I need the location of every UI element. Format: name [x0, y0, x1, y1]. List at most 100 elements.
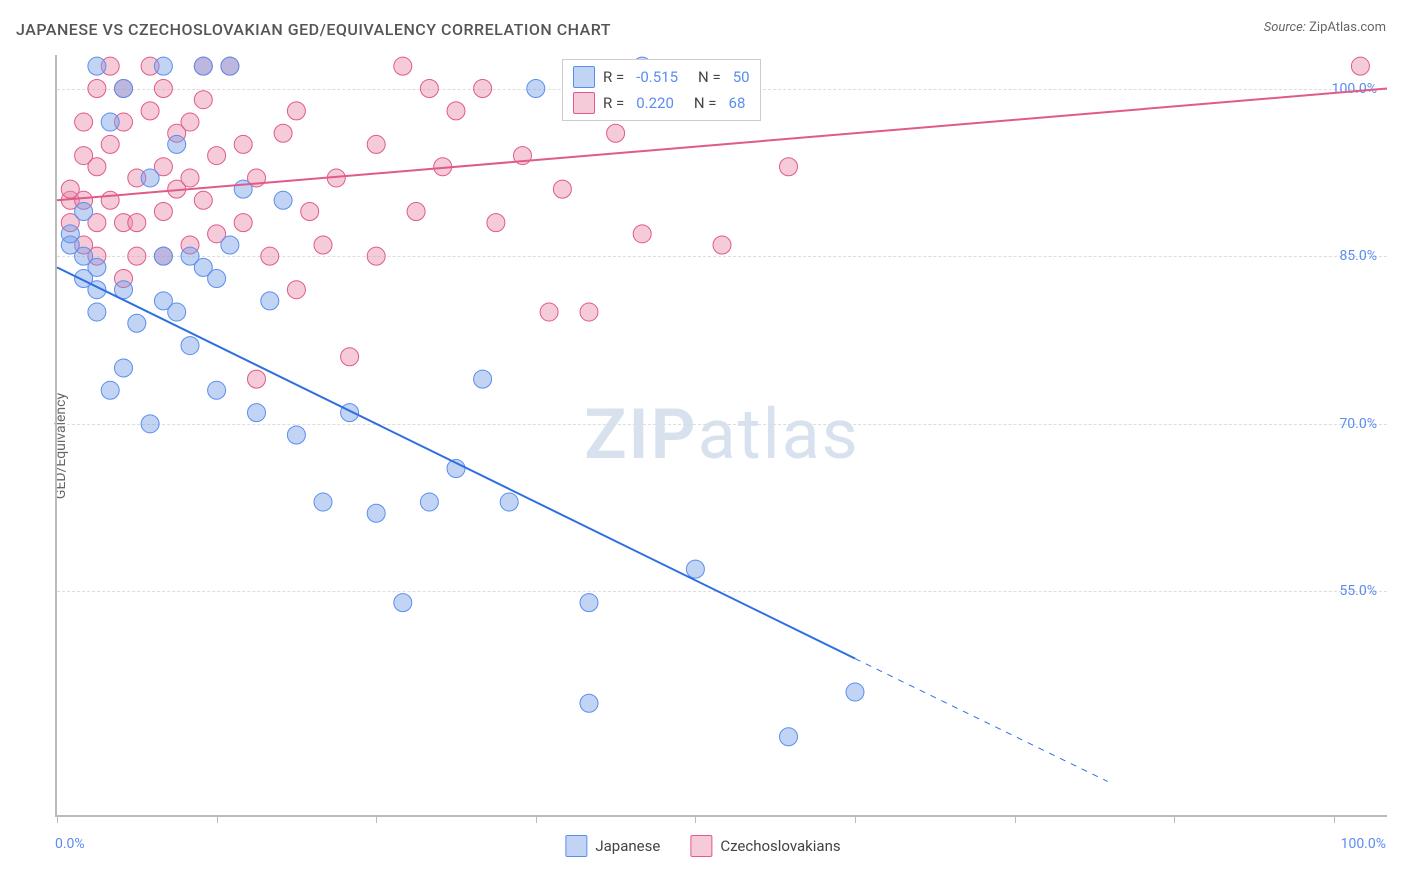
data-point	[168, 135, 186, 153]
data-point	[234, 214, 252, 232]
data-point	[607, 124, 625, 142]
data-point	[128, 247, 146, 265]
data-point	[61, 225, 79, 243]
data-point	[474, 370, 492, 388]
data-point	[527, 80, 545, 98]
data-point	[221, 236, 239, 254]
data-point	[101, 113, 119, 131]
data-point	[101, 381, 119, 399]
data-point	[394, 594, 412, 612]
x-tick-mark	[1334, 815, 1335, 823]
data-point	[234, 135, 252, 153]
data-point	[407, 202, 425, 220]
series-legend: Japanese Czechoslovakians	[565, 835, 840, 857]
x-tick-mark	[57, 815, 58, 823]
data-point	[553, 180, 571, 198]
data-point	[141, 169, 159, 187]
data-point	[154, 57, 172, 75]
data-point	[341, 404, 359, 422]
data-point	[301, 202, 319, 220]
r-value: -0.515	[636, 68, 678, 86]
correlation-legend: R = -0.515 N = 50 R = 0.220 N = 68	[562, 59, 761, 121]
swatch-icon	[690, 835, 712, 857]
r-value: 0.220	[636, 94, 674, 112]
x-axis-max-label: 100.0%	[1341, 836, 1386, 852]
data-point	[367, 135, 385, 153]
data-point	[208, 381, 226, 399]
data-point	[580, 594, 598, 612]
data-point	[580, 303, 598, 321]
data-point	[287, 281, 305, 299]
data-point	[75, 202, 93, 220]
x-tick-mark	[536, 815, 537, 823]
data-point	[75, 113, 93, 131]
data-point	[194, 57, 212, 75]
data-point	[686, 560, 704, 578]
data-point	[221, 57, 239, 75]
data-point	[314, 493, 332, 511]
data-point	[141, 102, 159, 120]
data-point	[88, 303, 106, 321]
r-label: R =	[603, 94, 624, 112]
data-point	[1351, 57, 1369, 75]
trend-line	[855, 659, 1108, 782]
x-tick-mark	[1174, 815, 1175, 823]
n-label: N =	[698, 68, 721, 86]
x-tick-mark	[1015, 815, 1016, 823]
data-point	[633, 225, 651, 243]
data-point	[101, 135, 119, 153]
data-point	[115, 359, 133, 377]
source-name: ZipAtlas.com	[1309, 20, 1386, 35]
x-tick-mark	[376, 815, 377, 823]
data-point	[248, 404, 266, 422]
data-point	[367, 247, 385, 265]
data-point	[474, 80, 492, 98]
trend-line	[57, 267, 855, 658]
data-point	[208, 270, 226, 288]
legend-label: Japanese	[595, 837, 660, 855]
n-value: 68	[729, 94, 746, 112]
data-point	[248, 370, 266, 388]
data-point	[274, 191, 292, 209]
legend-row-czech: R = 0.220 N = 68	[573, 90, 750, 116]
data-point	[314, 236, 332, 254]
data-point	[168, 303, 186, 321]
data-point	[580, 694, 598, 712]
data-point	[500, 493, 518, 511]
scatter-svg	[57, 55, 1387, 815]
data-point	[154, 202, 172, 220]
data-point	[846, 683, 864, 701]
data-point	[88, 80, 106, 98]
data-point	[367, 504, 385, 522]
data-point	[780, 728, 798, 746]
data-point	[420, 80, 438, 98]
data-point	[261, 247, 279, 265]
source-credit: Source: ZipAtlas.com	[1264, 20, 1386, 35]
x-tick-mark	[217, 815, 218, 823]
data-point	[447, 102, 465, 120]
data-point	[154, 80, 172, 98]
data-point	[487, 214, 505, 232]
x-tick-mark	[855, 815, 856, 823]
legend-label: Czechoslovakians	[720, 837, 840, 855]
data-point	[420, 493, 438, 511]
data-point	[88, 158, 106, 176]
data-point	[128, 214, 146, 232]
source-label: Source:	[1264, 20, 1306, 35]
data-point	[128, 314, 146, 332]
data-point	[154, 247, 172, 265]
legend-item-japanese: Japanese	[565, 835, 660, 857]
data-point	[394, 57, 412, 75]
data-point	[274, 124, 292, 142]
data-point	[780, 158, 798, 176]
data-point	[287, 426, 305, 444]
data-point	[194, 191, 212, 209]
swatch-icon	[573, 92, 595, 114]
data-point	[540, 303, 558, 321]
x-tick-mark	[695, 815, 696, 823]
data-point	[141, 415, 159, 433]
data-point	[101, 191, 119, 209]
data-point	[88, 57, 106, 75]
data-point	[234, 180, 252, 198]
swatch-icon	[573, 66, 595, 88]
